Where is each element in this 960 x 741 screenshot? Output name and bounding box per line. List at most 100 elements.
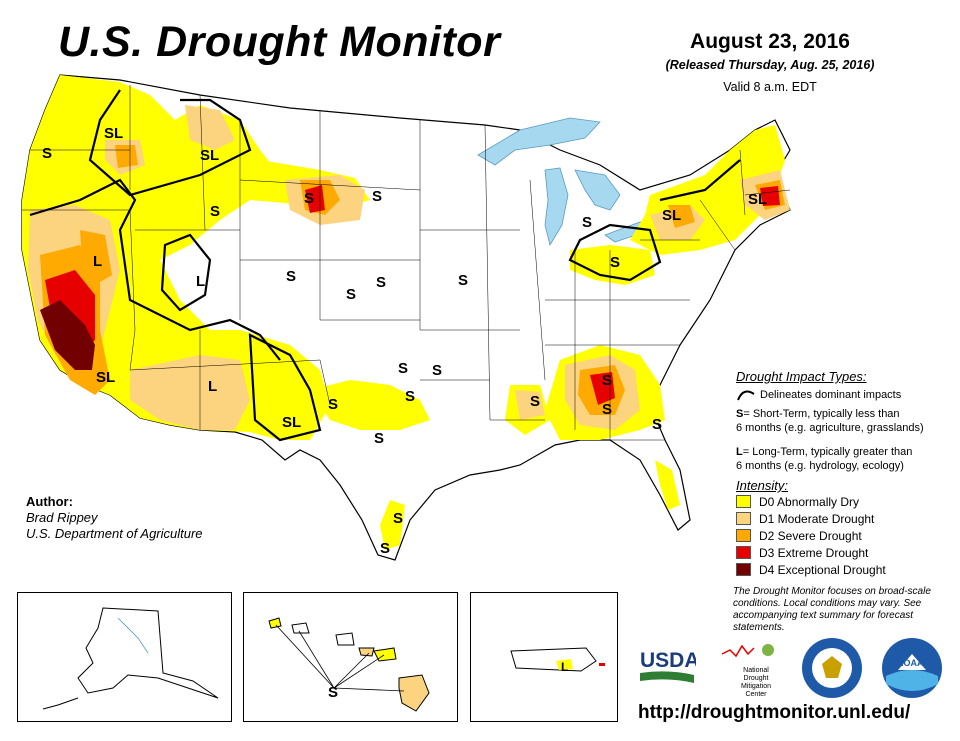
- website-url[interactable]: http://droughtmonitor.unl.edu/: [638, 702, 911, 723]
- d0-swatch: [736, 495, 751, 509]
- label-s-tx2: S: [374, 430, 384, 447]
- d3-newengland: [760, 186, 780, 206]
- noaa-logo: NOAA: [880, 636, 944, 700]
- usda-logo: USDA: [638, 645, 700, 687]
- d0-label: D0 Abnormally Dry: [759, 494, 860, 509]
- label-s-tx3: S: [393, 510, 403, 527]
- noaa-logo-graphic: NOAA: [882, 638, 942, 698]
- lake-huron: [574, 169, 621, 211]
- commerce-seal-icon: [800, 636, 864, 700]
- svg-text:USDA: USDA: [640, 649, 696, 672]
- label-s-oh: S: [610, 254, 620, 271]
- d4-california: [40, 300, 95, 370]
- delineation-line-icon: [737, 390, 755, 401]
- label-sl-ny: SL: [662, 207, 681, 224]
- puerto-rico-map: L: [510, 647, 605, 674]
- map-title: U.S. Drought Monitor: [58, 18, 501, 66]
- label-s-nd: S: [372, 188, 382, 205]
- label-s-tx1: S: [328, 396, 338, 413]
- label-s-ks3: S: [458, 272, 468, 289]
- release-date: (Released Thursday, Aug. 25, 2016): [665, 58, 875, 72]
- map-date: August 23, 2016: [690, 30, 850, 53]
- d2-nevada: [80, 230, 112, 285]
- lake-michigan: [544, 167, 569, 247]
- disclaimer-note: The Drought Monitor focuses on broad-sca…: [733, 586, 931, 633]
- long-term-line-1: L= Long-Term, typically greater than: [736, 446, 912, 459]
- label-l-az: L: [208, 378, 217, 395]
- label-sl-ne: SL: [748, 191, 767, 208]
- d0-texas-coast: [380, 500, 405, 550]
- short-term-text-2: 6 months (e.g. agriculture, grasslands): [736, 422, 924, 434]
- short-term-line-1: S= Short-Term, typically less than: [736, 408, 900, 421]
- label-s-ga: S: [602, 401, 612, 418]
- impact-labels: SL S SL S S S L L S S S S SL L SL S S S …: [42, 125, 767, 557]
- d3-swatch: [736, 546, 751, 560]
- long-term-text-2: 6 months (e.g. hydrology, ecology): [736, 460, 904, 472]
- label-s-ks1: S: [346, 286, 356, 303]
- author-heading: Author:: [26, 494, 73, 509]
- d2-swatch: [736, 529, 751, 543]
- inset-puerto-rico: L: [470, 592, 618, 722]
- short-term-key: S: [736, 408, 744, 420]
- legend-row-d2: D2 Severe Drought: [736, 528, 862, 543]
- inset-alaska: [17, 592, 232, 722]
- label-s-mi: S: [582, 214, 592, 231]
- label-sl-ca: SL: [96, 369, 115, 386]
- long-term-text-1: = Long-Term, typically greater than: [742, 446, 913, 458]
- label-s-ok3: S: [405, 388, 415, 405]
- label-s-ok1: S: [398, 360, 408, 377]
- ndmc-logo-graphic: [721, 644, 774, 658]
- intensity-title: Intensity:: [736, 478, 789, 493]
- d3-label: D3 Extreme Drought: [759, 545, 869, 560]
- label-s-ar: S: [530, 393, 540, 410]
- legend-row-d4: D4 Exceptional Drought: [736, 562, 886, 577]
- legend-row-d0: D0 Abnormally Dry: [736, 494, 859, 509]
- author-block: Author: Brad Rippey U.S. Department of A…: [26, 494, 203, 542]
- alaska-map: [42, 607, 219, 710]
- d1-swatch: [736, 512, 751, 526]
- d4-areas: [40, 300, 95, 370]
- author-org: U.S. Department of Agriculture: [26, 526, 203, 541]
- d0-ohio-valley: [570, 245, 655, 285]
- label-l-nv: L: [93, 253, 102, 270]
- d2-label: D2 Severe Drought: [759, 528, 862, 543]
- d4-label: D4 Exceptional Drought: [759, 562, 886, 577]
- d1-montana: [185, 105, 235, 150]
- inset-hawaii: S: [243, 592, 458, 722]
- label-s-sd: S: [304, 190, 314, 207]
- d4-swatch: [736, 563, 751, 577]
- label-l-ut: L: [196, 273, 205, 290]
- conus-drought-map: SL S SL S S S L L S S S S SL L SL S S S …: [21, 74, 791, 561]
- lake-superior: [477, 117, 601, 166]
- label-sl-nm: SL: [282, 414, 301, 431]
- label-s-co: S: [286, 268, 296, 285]
- d0-florida: [655, 460, 680, 510]
- d1-label: D1 Moderate Drought: [759, 511, 875, 526]
- label-s-ok2: S: [432, 362, 442, 379]
- hawaii-map: S: [268, 617, 430, 712]
- long-term-key: L: [736, 446, 743, 458]
- label-sl-mt: SL: [200, 147, 219, 164]
- impact-boundaries: [29, 89, 741, 442]
- d2-oregon: [115, 145, 138, 168]
- label-s-tx4: S: [380, 540, 390, 557]
- d3-southeast: [590, 372, 615, 405]
- legend-row-d1: D1 Moderate Drought: [736, 511, 874, 526]
- label-s-wy: S: [210, 203, 220, 220]
- label-s-or: S: [42, 145, 52, 162]
- valid-time: Valid 8 a.m. EDT: [723, 80, 817, 94]
- state-boundaries: [22, 85, 791, 441]
- ndmc-logo: National Drought Mitigation Center: [720, 640, 792, 698]
- label-s-hawaii: S: [328, 684, 338, 701]
- label-s-tn: S: [602, 372, 612, 389]
- commerce-seal-graphic: [802, 638, 862, 698]
- delineates-text: Delineates dominant impacts: [760, 389, 902, 401]
- d1-arkansas: [515, 390, 545, 420]
- label-s-ks2: S: [376, 274, 386, 291]
- impact-types-title: Drought Impact Types:: [736, 369, 867, 384]
- d0-south-central: [310, 380, 430, 430]
- label-l-pr: L: [561, 660, 568, 674]
- short-term-text-1: = Short-Term, typically less than: [743, 408, 900, 420]
- legend-row-d3: D3 Extreme Drought: [736, 545, 868, 560]
- usda-logo-graphic: USDA: [640, 649, 700, 683]
